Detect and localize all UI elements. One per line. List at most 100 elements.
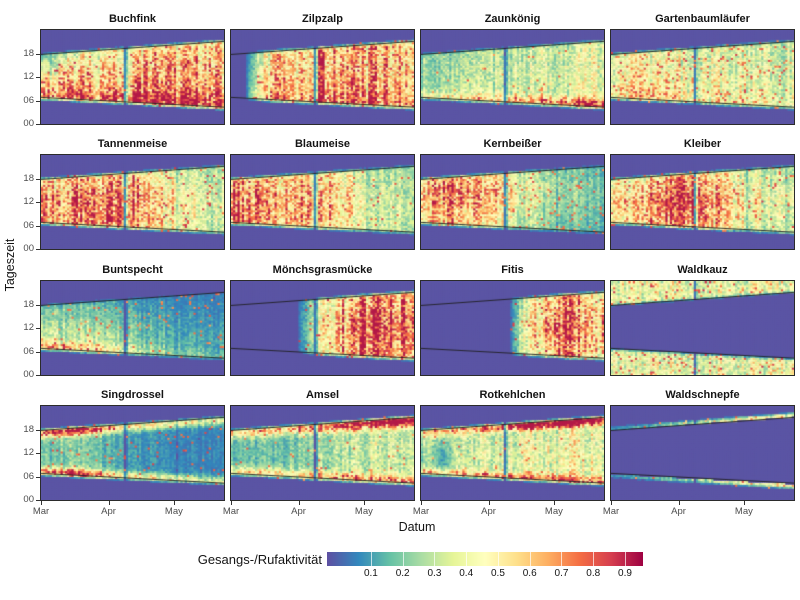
y-tick-label: 06 [23, 345, 34, 357]
y-tick-mark [36, 500, 40, 501]
y-tick-mark [36, 225, 40, 227]
y-tick-mark [36, 100, 40, 102]
y-tick-mark [36, 77, 40, 78]
x-tick-label: Mar [412, 506, 430, 517]
y-tick-mark [36, 328, 40, 329]
facet-panel [230, 405, 415, 501]
y-tick-label: 00 [23, 494, 34, 505]
facet-panel [40, 280, 225, 376]
colorbar-tick-label: 0.1 [363, 568, 378, 579]
heatmap-canvas [41, 30, 224, 124]
y-tick-mark [36, 178, 40, 180]
heatmap-canvas [421, 406, 604, 500]
facet-panel [610, 280, 795, 376]
y-tick-label: 18 [23, 172, 34, 184]
y-tick-label: 06 [23, 470, 34, 482]
facet-title: Tannenmeise [97, 138, 168, 150]
x-tick-mark [553, 501, 555, 505]
facet-title: Blaumeise [294, 138, 351, 150]
x-tick-label: May [164, 506, 183, 517]
facet-panel [40, 405, 225, 501]
y-tick-mark [36, 124, 40, 125]
x-tick-label: Mar [222, 506, 240, 517]
y-tick-label: 00 [23, 243, 34, 254]
facet-panel [40, 29, 225, 125]
heatmap-canvas [611, 30, 794, 124]
heatmap-canvas [611, 281, 794, 375]
x-tick-label: Apr [671, 506, 686, 517]
legend-title: Gesangs-/Rufaktivität [197, 552, 322, 567]
heatmap-canvas [421, 281, 604, 375]
heatmap-canvas [41, 281, 224, 375]
y-tick-label: 00 [23, 369, 34, 380]
colorbar-tick-mark [624, 552, 626, 566]
heatmap-canvas [421, 155, 604, 249]
facet-title: Zaunkönig [484, 13, 541, 25]
x-tick-mark [108, 501, 110, 505]
y-tick-label: 06 [23, 219, 34, 231]
y-tick-mark [36, 351, 40, 353]
y-tick-mark [36, 429, 40, 431]
x-tick-mark [421, 501, 422, 505]
heatmap-canvas [611, 406, 794, 500]
heatmap-canvas [41, 406, 224, 500]
facet-panel [420, 29, 605, 125]
x-tick-mark [743, 501, 745, 505]
colorbar-tick-label: 0.4 [459, 568, 474, 579]
facet-title: Kleiber [683, 138, 722, 150]
x-tick-mark [231, 501, 232, 505]
y-tick-mark [36, 304, 40, 306]
facet-panel [230, 29, 415, 125]
x-tick-label: Mar [32, 506, 50, 517]
x-tick-label: Apr [481, 506, 496, 517]
y-tick-label: 06 [23, 94, 34, 106]
x-tick-label: May [734, 506, 753, 517]
x-axis-title: Datum [398, 520, 436, 534]
y-tick-label: 12 [23, 322, 34, 333]
colorbar-tick-mark [561, 552, 563, 566]
colorbar-tick-label: 0.5 [491, 568, 505, 579]
facet-panel [420, 405, 605, 501]
x-tick-mark [363, 501, 365, 505]
facet-title: Fitis [501, 264, 524, 276]
colorbar-tick-label: 0.9 [618, 568, 632, 579]
y-tick-label: 18 [23, 298, 34, 310]
facet-panel [610, 405, 795, 501]
facet-title: Waldkauz [677, 264, 728, 276]
heatmap-canvas [611, 155, 794, 249]
facet-title: Zilpzalp [302, 13, 343, 25]
colorbar-tick-label: 0.3 [427, 568, 442, 579]
colorbar-tick-mark [529, 552, 531, 566]
facet-title: Rotkehlchen [479, 389, 546, 401]
colorbar-tick-label: 0.7 [554, 568, 569, 579]
y-tick-label: 00 [23, 118, 34, 129]
heatmap-canvas [231, 406, 414, 500]
facet-title: Waldschnepfe [665, 389, 740, 401]
facet-title: Amsel [305, 389, 340, 401]
facet-title: Buchfink [108, 13, 157, 25]
heatmap-canvas [231, 155, 414, 249]
facet-title: Gartenbaumläufer [655, 13, 750, 25]
colorbar-tick-label: 0.8 [586, 568, 601, 579]
y-axis-title: Tageszeit [3, 238, 17, 292]
x-tick-label: May [544, 506, 563, 517]
y-tick-mark [36, 53, 40, 55]
facet-panel [420, 154, 605, 250]
y-tick-mark [36, 375, 40, 376]
colorbar-tick-mark [370, 552, 372, 566]
x-tick-label: Apr [101, 506, 116, 517]
heatmap-canvas [41, 155, 224, 249]
facet-title: Singdrossel [101, 389, 164, 401]
y-tick-mark [36, 453, 40, 454]
y-tick-mark [36, 249, 40, 250]
y-tick-label: 18 [23, 47, 34, 59]
x-tick-mark [678, 501, 680, 505]
heatmap-canvas [421, 30, 604, 124]
x-tick-label: May [354, 506, 373, 517]
x-tick-mark [488, 501, 490, 505]
facet-panel [420, 280, 605, 376]
colorbar-tick-mark [402, 552, 404, 566]
y-tick-mark [36, 476, 40, 478]
x-tick-mark [41, 501, 42, 505]
